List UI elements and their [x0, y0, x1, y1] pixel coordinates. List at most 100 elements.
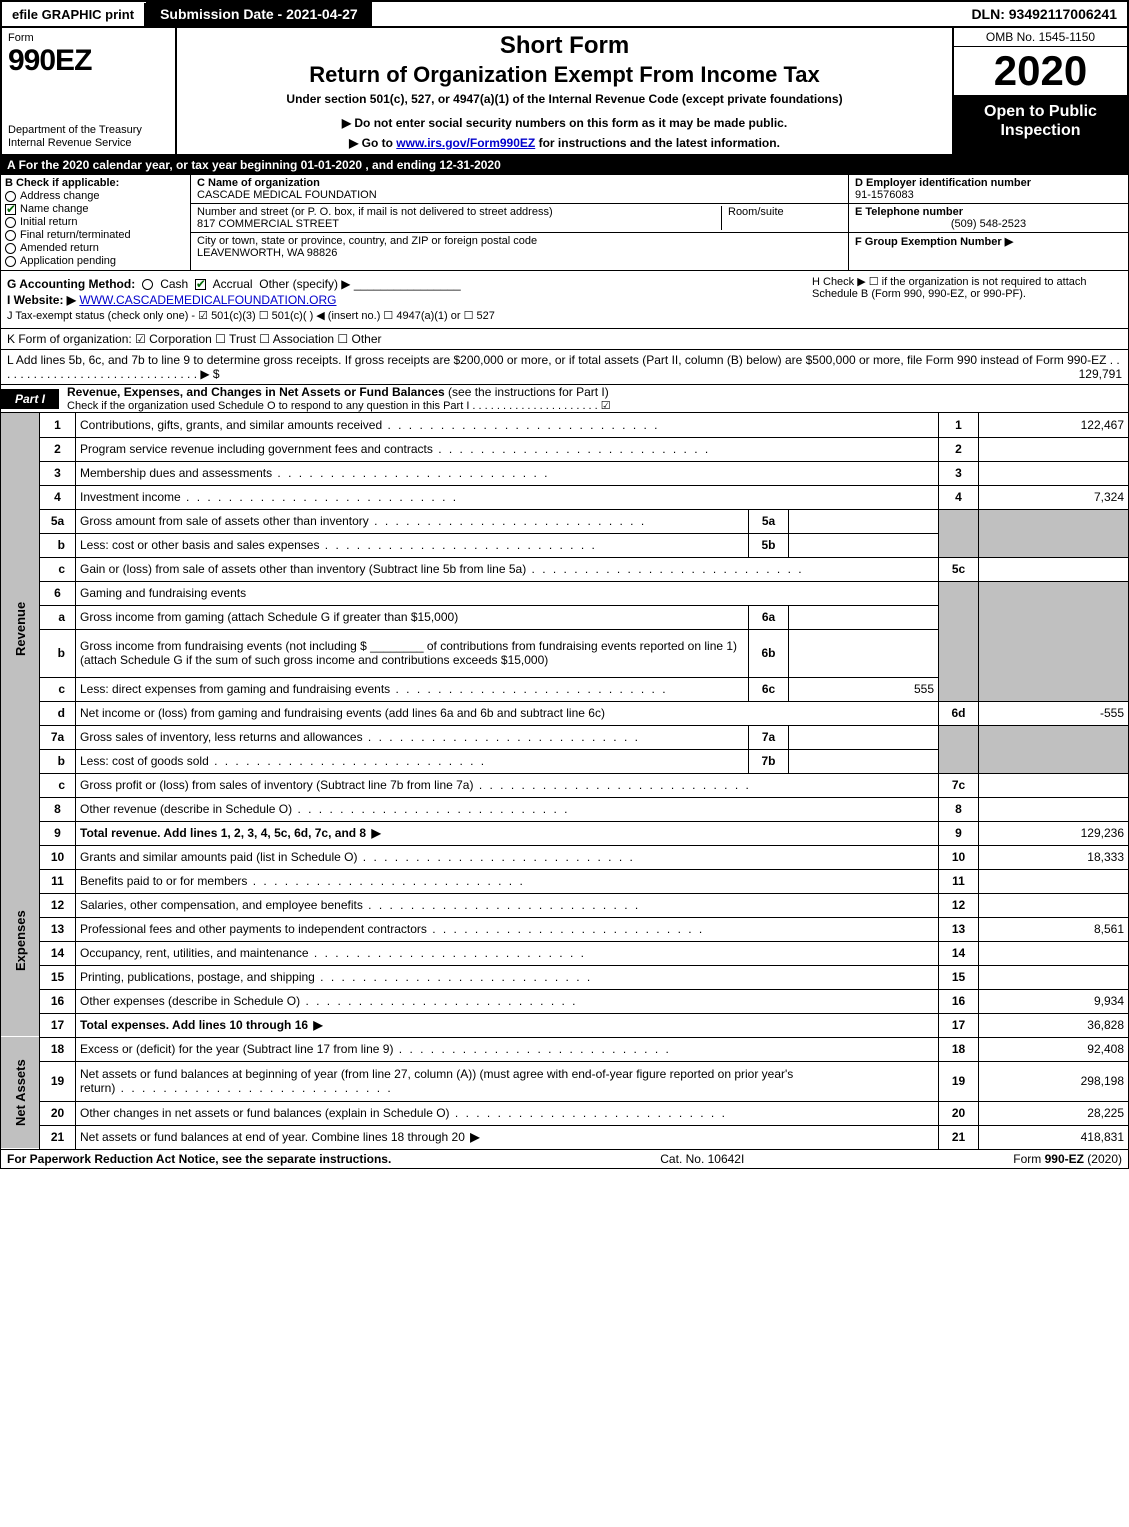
line-6d: d Net income or (loss) from gaming and f… — [1, 701, 1129, 725]
expenses-side-label: Expenses — [1, 845, 40, 1037]
l14-val — [979, 941, 1129, 965]
l19-val: 298,198 — [979, 1061, 1129, 1101]
goto-link[interactable]: www.irs.gov/Form990EZ — [396, 136, 535, 150]
website-link[interactable]: WWW.CASCADEMEDICALFOUNDATION.ORG — [79, 293, 336, 307]
e-label: E Telephone number — [855, 206, 963, 218]
l17-desc: Total expenses. Add lines 10 through 16 — [76, 1013, 939, 1037]
addr-label: Number and street (or P. O. box, if mail… — [197, 206, 553, 218]
l1-rn: 1 — [939, 413, 979, 437]
l7b-num: b — [40, 749, 76, 773]
financial-table: Revenue 1 Contributions, gifts, grants, … — [0, 413, 1129, 1150]
rows-ghij: G Accounting Method: Cash Accrual Other … — [0, 271, 1129, 329]
form-number: 990EZ — [8, 44, 169, 78]
l5b-mn: 5b — [749, 533, 789, 557]
efile-print-button[interactable]: efile GRAPHIC print — [2, 3, 146, 26]
l6d-desc: Net income or (loss) from gaming and fun… — [76, 701, 939, 725]
l9-desc: Total revenue. Add lines 1, 2, 3, 4, 5c,… — [76, 821, 939, 845]
l7c-val — [979, 773, 1129, 797]
l18-num: 18 — [40, 1037, 76, 1061]
l14-rn: 14 — [939, 941, 979, 965]
ein-row: D Employer identification number 91-1576… — [849, 175, 1128, 204]
l6d-rn: 6d — [939, 701, 979, 725]
line-11: 11 Benefits paid to or for members 11 — [1, 869, 1129, 893]
do-not-enter: Do not enter social security numbers on … — [183, 116, 946, 130]
part-i-header: Part I Revenue, Expenses, and Changes in… — [0, 385, 1129, 413]
l21-val: 418,831 — [979, 1125, 1129, 1149]
l6-shade-n — [939, 581, 979, 701]
department-label: Department of the Treasury Internal Reve… — [8, 124, 169, 150]
l14-num: 14 — [40, 941, 76, 965]
l13-desc: Professional fees and other payments to … — [76, 917, 939, 941]
return-title: Return of Organization Exempt From Incom… — [183, 62, 946, 88]
l18-val: 92,408 — [979, 1037, 1129, 1061]
l5c-rn: 5c — [939, 557, 979, 581]
check-application-pending[interactable]: Application pending — [5, 255, 186, 267]
g-cash: Cash — [160, 277, 188, 291]
l11-rn: 11 — [939, 869, 979, 893]
l7c-desc: Gross profit or (loss) from sales of inv… — [76, 773, 939, 797]
l13-num: 13 — [40, 917, 76, 941]
l3-num: 3 — [40, 461, 76, 485]
l4-num: 4 — [40, 485, 76, 509]
l5ab-shade-n — [939, 509, 979, 557]
check-final-return[interactable]: Final return/terminated — [5, 229, 186, 241]
l17-val: 36,828 — [979, 1013, 1129, 1037]
l7c-rn: 7c — [939, 773, 979, 797]
f-label: F Group Exemption Number ▶ — [855, 236, 1013, 248]
l6c-mv: 555 — [789, 677, 939, 701]
l6-shade-v — [979, 581, 1129, 701]
city-label: City or town, state or province, country… — [197, 235, 537, 247]
l12-rn: 12 — [939, 893, 979, 917]
check-name-change[interactable]: Name change — [5, 203, 186, 215]
l20-rn: 20 — [939, 1101, 979, 1125]
l2-val — [979, 437, 1129, 461]
line-16: 16 Other expenses (describe in Schedule … — [1, 989, 1129, 1013]
l4-desc: Investment income — [76, 485, 939, 509]
l6c-num: c — [40, 677, 76, 701]
l18-desc: Excess or (deficit) for the year (Subtra… — [76, 1037, 939, 1061]
check-accrual[interactable] — [195, 279, 206, 290]
l12-desc: Salaries, other compensation, and employ… — [76, 893, 939, 917]
part-i-title-text: Revenue, Expenses, and Changes in Net As… — [67, 385, 445, 399]
goto-line: Go to www.irs.gov/Form990EZ for instruct… — [183, 136, 946, 150]
form-header: Form 990EZ Department of the Treasury In… — [0, 28, 1129, 156]
footer-mid: Cat. No. 10642I — [391, 1152, 1013, 1166]
footer: For Paperwork Reduction Act Notice, see … — [0, 1150, 1129, 1169]
tax-year: 2020 — [954, 47, 1127, 96]
c-label: C Name of organization — [197, 177, 320, 189]
phone-row: E Telephone number (509) 548-2523 — [849, 204, 1128, 233]
l7c-num: c — [40, 773, 76, 797]
l7a-mn: 7a — [749, 725, 789, 749]
address-row: Number and street (or P. O. box, if mail… — [191, 204, 848, 233]
line-20: 20 Other changes in net assets or fund b… — [1, 1101, 1129, 1125]
open-inspection: Open to Public Inspection — [954, 96, 1127, 154]
check-amended-return[interactable]: Amended return — [5, 242, 186, 254]
l2-num: 2 — [40, 437, 76, 461]
dept-treasury: Department of the Treasury — [8, 124, 142, 136]
l5c-num: c — [40, 557, 76, 581]
l6-desc: Gaming and fundraising events — [76, 581, 939, 605]
l16-val: 9,934 — [979, 989, 1129, 1013]
line-21: 21 Net assets or fund balances at end of… — [1, 1125, 1129, 1149]
l5ab-shade-v — [979, 509, 1129, 557]
check-cash[interactable] — [142, 279, 153, 290]
l8-desc: Other revenue (describe in Schedule O) — [76, 797, 939, 821]
line-9: 9 Total revenue. Add lines 1, 2, 3, 4, 5… — [1, 821, 1129, 845]
check-initial-return[interactable]: Initial return — [5, 216, 186, 228]
part-i-paren: (see the instructions for Part I) — [448, 385, 609, 399]
l5b-mv — [789, 533, 939, 557]
l15-desc: Printing, publications, postage, and shi… — [76, 965, 939, 989]
l19-num: 19 — [40, 1061, 76, 1101]
org-name-row: C Name of organization CASCADE MEDICAL F… — [191, 175, 848, 204]
l19-desc: Net assets or fund balances at beginning… — [76, 1061, 939, 1101]
l5c-desc: Gain or (loss) from sale of assets other… — [76, 557, 939, 581]
l6c-desc: Less: direct expenses from gaming and fu… — [76, 677, 749, 701]
check-address-change[interactable]: Address change — [5, 190, 186, 202]
l21-rn: 21 — [939, 1125, 979, 1149]
l10-rn: 10 — [939, 845, 979, 869]
dept-irs: Internal Revenue Service — [8, 137, 132, 149]
g-other: Other (specify) ▶ — [259, 277, 350, 291]
addr-value: 817 COMMERCIAL STREET — [197, 218, 339, 230]
tax-year-row: A For the 2020 calendar year, or tax yea… — [0, 156, 1129, 175]
org-name: CASCADE MEDICAL FOUNDATION — [197, 189, 377, 201]
